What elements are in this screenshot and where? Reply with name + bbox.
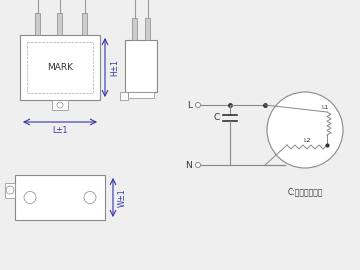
Circle shape	[6, 186, 14, 194]
Circle shape	[195, 163, 201, 167]
Text: MARK: MARK	[47, 63, 73, 72]
Text: C: C	[214, 113, 220, 123]
Text: L2: L2	[303, 138, 311, 143]
Text: C:起动运转电容: C:起动运转电容	[287, 187, 323, 196]
Text: N: N	[185, 160, 192, 170]
Circle shape	[57, 102, 63, 108]
Bar	[52, 100, 68, 110]
Bar	[132, 18, 137, 40]
Bar	[128, 92, 154, 98]
Bar	[20, 35, 100, 100]
Bar	[125, 40, 157, 92]
Text: L: L	[187, 100, 192, 110]
Bar	[35, 13, 40, 35]
Circle shape	[84, 191, 96, 204]
Circle shape	[24, 191, 36, 204]
Bar	[5, 183, 15, 198]
Text: H±1: H±1	[110, 59, 119, 76]
Bar	[57, 13, 62, 35]
Circle shape	[195, 103, 201, 107]
Text: L±1: L±1	[52, 126, 68, 135]
Bar	[27, 42, 93, 93]
Text: L1: L1	[321, 105, 329, 110]
Text: W±1: W±1	[118, 188, 127, 207]
Bar	[82, 13, 87, 35]
Circle shape	[267, 92, 343, 168]
Bar	[145, 18, 150, 40]
Bar	[15, 175, 105, 220]
Bar	[120, 92, 128, 100]
